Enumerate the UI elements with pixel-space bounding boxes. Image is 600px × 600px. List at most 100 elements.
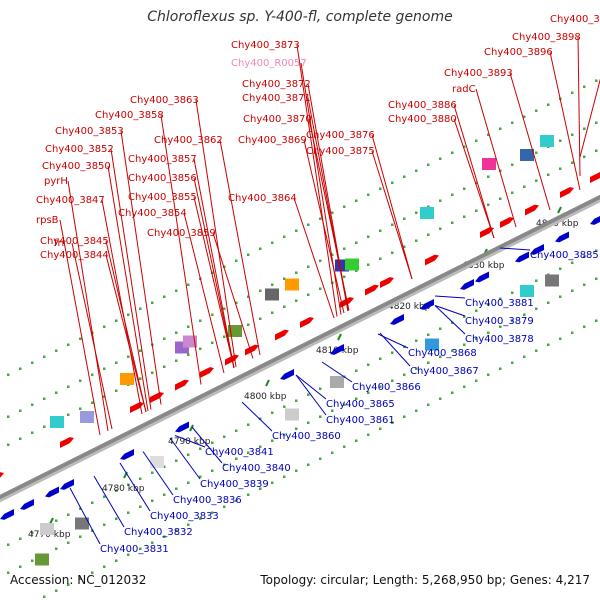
reverse-leader: [499, 247, 531, 251]
track-dot: [379, 385, 382, 388]
track-dot: [559, 139, 562, 142]
forward-gene-label: radC: [452, 84, 476, 95]
track-dot: [127, 355, 130, 358]
track-dot: [199, 517, 202, 520]
track-dot: [451, 349, 454, 352]
track-dot: [127, 313, 130, 316]
forward-gene-label: Chy400_3872: [242, 79, 311, 90]
forward-gene-label: Chy400_3864: [228, 193, 297, 204]
track-dot: [211, 313, 214, 316]
feature-block: [265, 288, 279, 301]
track-dot: [499, 367, 502, 370]
track-dot: [271, 283, 274, 286]
track-dot: [199, 319, 202, 322]
track-dot: [451, 151, 454, 154]
track-dot: [91, 501, 94, 504]
track-dot: [583, 255, 586, 258]
forward-gene-label: Chy400_3845: [40, 236, 109, 247]
scale-label: 4820 kbp: [388, 302, 431, 312]
track-dot: [535, 179, 538, 182]
track-dot: [115, 361, 118, 364]
feature-block: [183, 335, 197, 348]
track-dot: [451, 391, 454, 394]
track-dot: [547, 103, 550, 106]
forward-leader: [453, 104, 495, 239]
track-dot: [163, 493, 166, 496]
reverse-leader: [379, 332, 411, 367]
track-dot: [295, 271, 298, 274]
track-dot: [475, 139, 478, 142]
forward-leader: [59, 219, 101, 436]
reverse-gene-label: Chy400_3879: [465, 316, 534, 327]
track-dot: [91, 571, 94, 574]
track-dot: [523, 313, 526, 316]
reverse-gene-label: Chy400_3833: [150, 511, 219, 522]
forward-gene: [425, 254, 439, 266]
feature-block: [285, 408, 299, 421]
track-dot: [307, 223, 310, 226]
reverse-leader: [434, 305, 466, 317]
label-leaders: [59, 36, 600, 545]
track-dot: [379, 427, 382, 430]
track-dot: [475, 379, 478, 382]
track-dot: [7, 415, 10, 418]
track-dot: [487, 331, 490, 334]
reverse-gene: [175, 421, 189, 433]
track-dot: [127, 483, 130, 486]
track-dot: [139, 547, 142, 550]
track-dot: [367, 263, 370, 266]
track-dot: [31, 531, 34, 534]
track-dot: [151, 371, 154, 374]
track-dot: [583, 325, 586, 328]
feature-block: [520, 149, 534, 161]
track-dot: [211, 469, 214, 472]
map-title: Chloroflexus sp. Y-400-fl, complete geno…: [147, 9, 453, 25]
track-dot: [295, 427, 298, 430]
track-dot: [175, 529, 178, 532]
reverse-gene-label: Chy400_3840: [222, 463, 291, 474]
track-dot: [475, 337, 478, 340]
track-dot: [367, 391, 370, 394]
track-dot: [499, 169, 502, 172]
track-dot: [223, 463, 226, 466]
track-dot: [91, 529, 94, 532]
track-dot: [199, 447, 202, 450]
track-dot: [247, 323, 250, 326]
reverse-gene: [530, 244, 544, 255]
forward-gene-label: Chy400_3876: [306, 130, 375, 141]
forward-gene: [175, 379, 189, 391]
track-dot: [139, 377, 142, 380]
track-dot: [355, 369, 358, 372]
scale-label: 4840 kbp: [536, 219, 579, 229]
track-dot: [295, 469, 298, 472]
track-dot: [379, 229, 382, 232]
forward-gene-label: Chy400_3896: [484, 47, 553, 58]
forward-leader: [67, 180, 109, 432]
track-dot: [67, 541, 70, 544]
track-dot: [199, 475, 202, 478]
scale-label: 4830 kbp: [462, 261, 505, 271]
track-dot: [511, 163, 514, 166]
reverse-gene-label: Chy400_3885: [530, 250, 599, 261]
track-dot: [283, 305, 286, 308]
track-dot: [487, 175, 490, 178]
track-dot: [211, 441, 214, 444]
feature-block: [75, 517, 89, 530]
forward-leader: [105, 254, 147, 413]
track-dot: [499, 197, 502, 200]
track-dot: [571, 261, 574, 264]
forward-gene-label: Chy400_3859: [147, 228, 216, 239]
forward-gene: [150, 392, 164, 403]
track-dot: [451, 321, 454, 324]
forward-gene-label: Chy400_3847: [36, 195, 105, 206]
track-dot: [331, 253, 334, 256]
track-dot: [31, 361, 34, 364]
track-dot: [55, 547, 58, 550]
track-dot: [67, 413, 70, 416]
forward-leader: [195, 99, 237, 368]
track-dot: [55, 589, 58, 592]
track-dot: [499, 127, 502, 130]
track-dot: [367, 193, 370, 196]
genome-summary-text: Topology: circular; Length: 5,268,950 bp…: [260, 573, 590, 587]
track-dot: [187, 453, 190, 456]
